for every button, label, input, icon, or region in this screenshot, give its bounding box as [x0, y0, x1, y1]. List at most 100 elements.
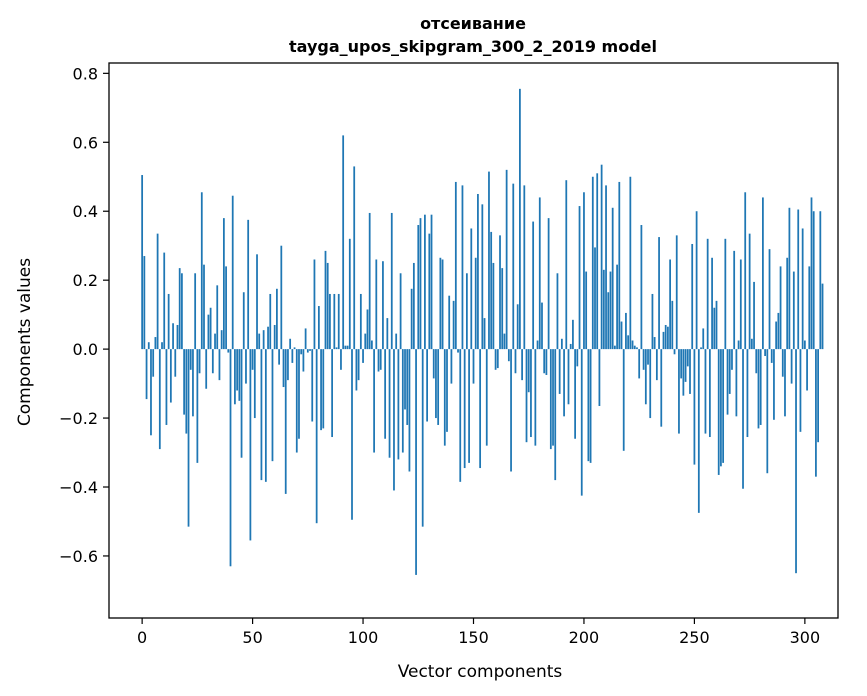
bar [406, 349, 409, 425]
bar [572, 319, 574, 350]
bar [578, 206, 581, 350]
bar [799, 349, 802, 432]
bar [538, 197, 541, 350]
bar [362, 349, 364, 363]
bar [463, 349, 466, 469]
bar [803, 340, 806, 350]
bar [194, 273, 197, 350]
bar [631, 340, 634, 350]
bar [629, 176, 632, 350]
bar [271, 349, 274, 462]
bar [556, 273, 559, 350]
bar [777, 312, 780, 350]
bar [154, 337, 157, 350]
bar [333, 293, 336, 350]
bar [320, 349, 322, 431]
bar [682, 349, 685, 396]
bar [678, 349, 680, 434]
bar [693, 349, 696, 465]
bar [507, 349, 510, 362]
bar [198, 349, 201, 374]
bar [225, 266, 227, 350]
x-tick-label: 200 [569, 628, 600, 647]
bar [450, 349, 453, 384]
bar [251, 349, 254, 370]
bar [278, 349, 280, 365]
bar [549, 349, 552, 450]
bar [282, 349, 285, 388]
bar [227, 349, 230, 353]
bar [700, 347, 702, 350]
bar [576, 349, 579, 367]
bar [419, 218, 422, 350]
bar [214, 333, 216, 350]
bar [276, 288, 278, 350]
bar [293, 347, 296, 350]
bar [523, 185, 526, 350]
bar [587, 349, 590, 462]
bar [742, 349, 744, 489]
bar [762, 197, 764, 350]
bar [441, 259, 444, 350]
bar [386, 318, 389, 350]
bar [616, 264, 618, 350]
bar [775, 321, 778, 350]
bar [611, 207, 614, 350]
bar [521, 349, 523, 381]
bar [790, 349, 793, 384]
bar [165, 349, 168, 425]
bar [256, 254, 258, 350]
bar [766, 349, 769, 474]
bar [748, 233, 751, 350]
bar [477, 193, 479, 350]
bar [408, 349, 411, 472]
bar [512, 183, 515, 350]
bar [594, 247, 596, 350]
bar [633, 345, 636, 350]
bar [728, 349, 731, 394]
bar [474, 257, 477, 350]
bar [448, 295, 451, 350]
bar [644, 349, 647, 405]
bar [669, 259, 671, 350]
bar [821, 283, 824, 350]
bar [169, 349, 172, 403]
bar [569, 343, 572, 350]
bar [273, 324, 276, 350]
bar [143, 256, 146, 350]
bar [744, 192, 747, 350]
bar [167, 293, 170, 350]
bar [496, 349, 499, 369]
y-tick-label: 0.4 [73, 202, 98, 221]
bar [706, 238, 709, 350]
bar [726, 349, 729, 415]
bar [567, 349, 570, 405]
bar [366, 309, 369, 350]
bar [185, 349, 188, 434]
bar [786, 257, 789, 350]
bar [439, 257, 442, 350]
bar [410, 288, 413, 350]
bar [708, 349, 711, 438]
bar [324, 250, 327, 350]
bar [415, 349, 417, 575]
bar [340, 349, 342, 370]
bar [181, 273, 183, 350]
bar [253, 349, 256, 419]
bar [667, 326, 669, 350]
bar [470, 228, 473, 350]
bar [614, 345, 616, 350]
bar [525, 349, 528, 443]
bar [231, 195, 234, 350]
bar [720, 349, 722, 467]
x-axis-label: Vector components [398, 662, 563, 682]
bar [565, 180, 568, 350]
bar [388, 349, 391, 458]
bar [483, 318, 486, 350]
x-tick-label: 250 [679, 628, 710, 647]
bar [757, 349, 760, 429]
bar [541, 302, 543, 350]
bar [543, 349, 546, 374]
bar [337, 293, 340, 350]
bar [815, 349, 817, 477]
